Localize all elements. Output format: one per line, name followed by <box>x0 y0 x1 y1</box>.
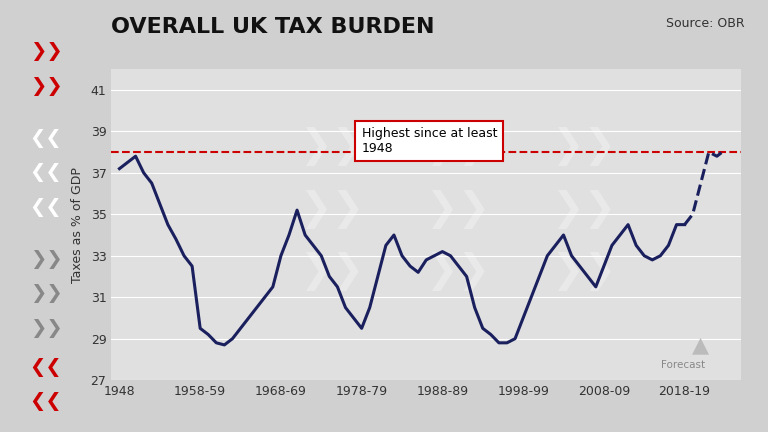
Text: OVERALL UK TAX BURDEN: OVERALL UK TAX BURDEN <box>111 17 435 37</box>
Text: ❯❯: ❯❯ <box>30 319 62 338</box>
Text: ❯❯: ❯❯ <box>551 190 616 229</box>
Text: ▲: ▲ <box>692 335 710 355</box>
Text: ❯❯: ❯❯ <box>551 127 616 166</box>
Text: ❮❮: ❮❮ <box>30 129 62 148</box>
Text: ❯❯: ❯❯ <box>30 250 62 269</box>
Text: ❯❯: ❯❯ <box>300 190 364 229</box>
Text: ❯❯: ❯❯ <box>551 252 616 291</box>
Text: ❮❮: ❮❮ <box>30 392 62 411</box>
Text: ❯❯: ❯❯ <box>30 284 62 303</box>
Text: ❮❮: ❮❮ <box>30 163 62 182</box>
Text: ❯❯: ❯❯ <box>300 252 364 291</box>
Text: ❯❯: ❯❯ <box>425 252 490 291</box>
Text: Source: OBR: Source: OBR <box>667 17 745 30</box>
Text: ❮❮: ❮❮ <box>30 198 62 217</box>
Text: ❯❯: ❯❯ <box>30 42 62 61</box>
Text: ❮❮: ❮❮ <box>30 358 62 377</box>
Text: ❯❯: ❯❯ <box>30 77 62 96</box>
Text: ❯❯: ❯❯ <box>425 127 490 166</box>
Y-axis label: Taxes as % of GDP: Taxes as % of GDP <box>71 167 84 283</box>
Text: ❯❯: ❯❯ <box>300 127 364 166</box>
Text: Forecast: Forecast <box>660 360 705 370</box>
Text: Highest since at least
1948: Highest since at least 1948 <box>362 127 497 155</box>
Text: ❯❯: ❯❯ <box>425 190 490 229</box>
